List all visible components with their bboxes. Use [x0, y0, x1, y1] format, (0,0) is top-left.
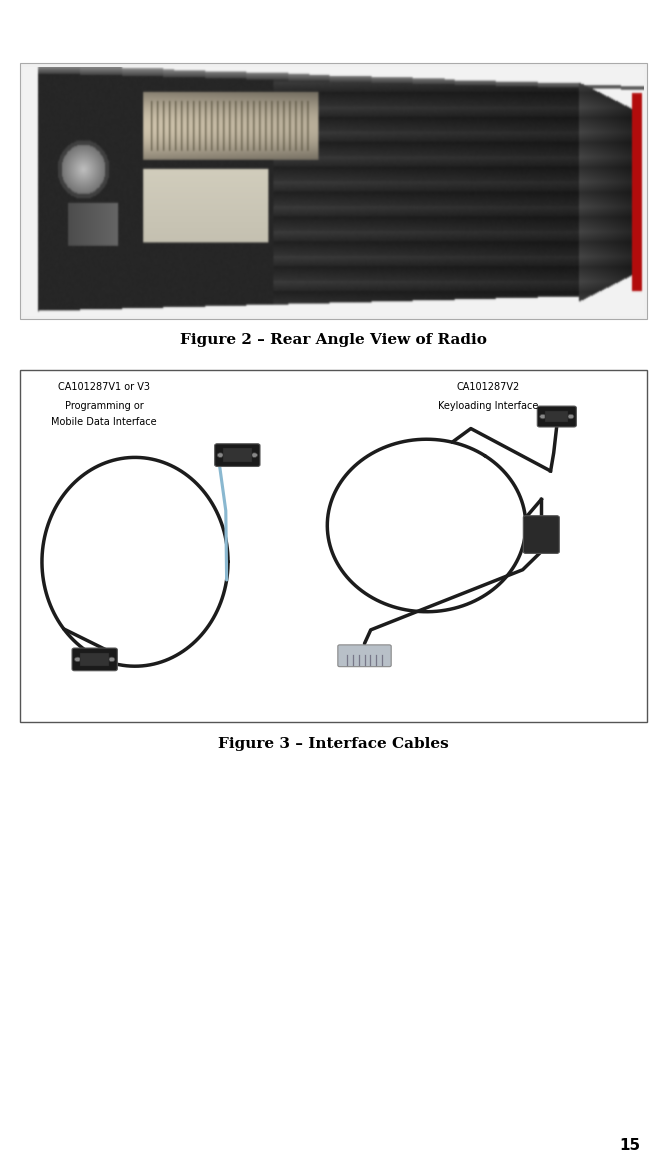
Text: 15: 15	[619, 1138, 640, 1153]
FancyBboxPatch shape	[215, 444, 260, 466]
FancyBboxPatch shape	[20, 63, 647, 319]
FancyBboxPatch shape	[223, 448, 252, 461]
Circle shape	[75, 657, 81, 662]
FancyBboxPatch shape	[538, 406, 576, 427]
FancyBboxPatch shape	[80, 653, 109, 666]
Text: Mobile Data Interface: Mobile Data Interface	[51, 418, 157, 427]
Text: Keyloading Interface: Keyloading Interface	[438, 400, 539, 411]
Circle shape	[540, 414, 546, 419]
Text: CA101287V1 or V3: CA101287V1 or V3	[58, 383, 150, 392]
Text: Programming or: Programming or	[65, 400, 143, 411]
Text: Figure 3 – Interface Cables: Figure 3 – Interface Cables	[218, 737, 449, 751]
Text: Figure 2 – Rear Angle View of Radio: Figure 2 – Rear Angle View of Radio	[180, 333, 487, 348]
Circle shape	[568, 414, 574, 419]
FancyBboxPatch shape	[20, 370, 647, 722]
FancyBboxPatch shape	[546, 411, 568, 423]
FancyBboxPatch shape	[72, 648, 117, 670]
FancyBboxPatch shape	[524, 515, 560, 553]
Text: CA101287V2: CA101287V2	[457, 383, 520, 392]
FancyBboxPatch shape	[338, 645, 391, 667]
Circle shape	[109, 657, 115, 662]
Circle shape	[251, 453, 257, 458]
Circle shape	[217, 453, 223, 458]
